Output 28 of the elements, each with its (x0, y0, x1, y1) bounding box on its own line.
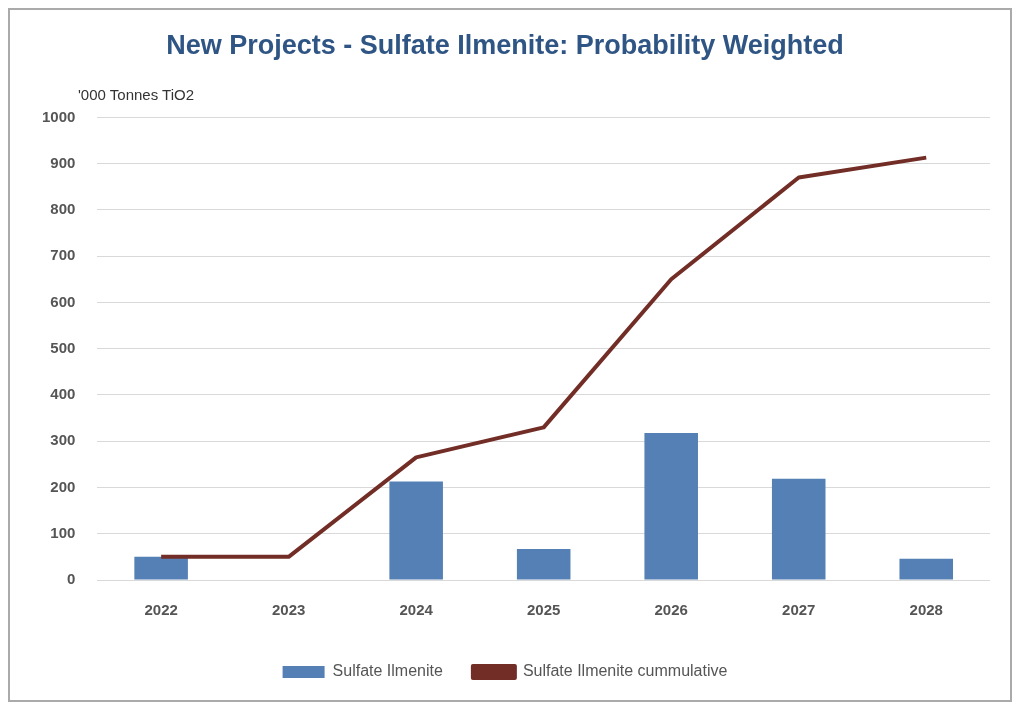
x-tick-label: 2027 (782, 601, 816, 619)
legend-label: Sulfate Ilmenite cummulative (522, 662, 728, 680)
x-tick-label: 2023 (271, 601, 306, 619)
bar (516, 549, 571, 580)
bar (771, 478, 826, 580)
y-tick-label: 800 (50, 200, 76, 218)
y-tick-label: 400 (50, 385, 76, 403)
x-tick-label: 2022 (144, 601, 178, 619)
y-tick-label: 1000 (41, 107, 76, 125)
x-tick-label: 2026 (654, 601, 688, 619)
y-axis-title: '000 Tonnes TiO2 (78, 86, 195, 104)
y-tick-label: 700 (50, 246, 76, 264)
y-tick-label: 500 (50, 338, 76, 356)
x-tick-label: 2028 (909, 601, 943, 619)
bar (134, 556, 188, 580)
bar (389, 481, 443, 580)
x-tick-label: 2025 (527, 601, 561, 619)
x-tick-label: 2024 (399, 601, 434, 619)
chart-title: New Projects - Sulfate Ilmenite: Probability Weighted (166, 29, 844, 60)
y-tick-label: 600 (50, 292, 76, 310)
y-tick-label: 200 (50, 477, 76, 495)
y-tick-label: 300 (50, 431, 76, 449)
y-tick-label: 100 (50, 523, 76, 541)
bar (899, 558, 954, 580)
legend-label: Sulfate Ilmenite (332, 662, 443, 680)
y-tick-label: 0 (67, 570, 76, 588)
y-tick-label: 900 (50, 153, 76, 171)
bar (644, 432, 698, 580)
